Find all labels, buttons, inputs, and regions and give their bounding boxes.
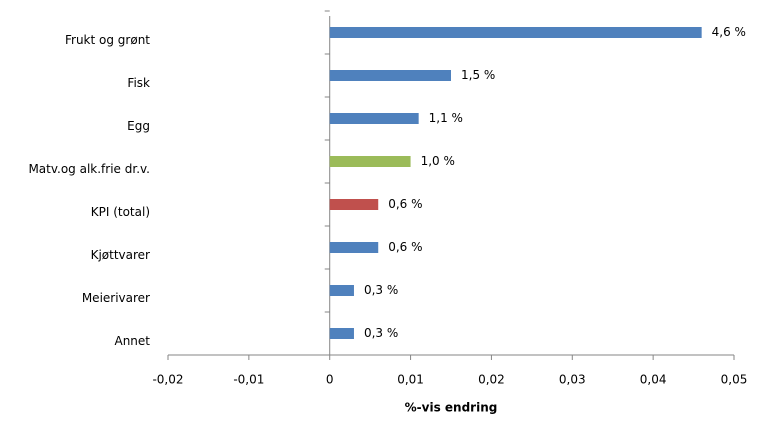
y-tick-label: Meierivarer [82,291,150,305]
bar [329,27,702,38]
value-label: 0,6 % [388,197,422,211]
y-tick-label: Matv.og alk.frie dr.v. [28,162,150,176]
value-label: 4,6 % [712,25,746,39]
value-label: 0,3 % [364,326,398,340]
y-tick-label: Kjøttvarer [91,248,150,262]
value-label: 1,0 % [421,154,455,168]
y-tick-label: Fisk [127,76,150,90]
x-tick-label: 0,01 [397,373,424,387]
value-label: 0,6 % [388,240,422,254]
bar [329,113,419,124]
value-label: 0,3 % [364,283,398,297]
y-tick-label: KPI (total) [91,205,150,219]
y-tick-label: Annet [114,334,150,348]
x-tick-label: -0,02 [152,373,183,387]
value-label: 1,5 % [461,68,495,82]
y-tick-label: Frukt og grønt [65,33,150,47]
x-tick-label: 0,05 [721,373,748,387]
x-tick-label: 0,02 [478,373,505,387]
y-tick-label: Egg [127,119,150,133]
bar [329,328,354,339]
value-label: 1,1 % [429,111,463,125]
x-tick-label: 0,03 [559,373,586,387]
x-tick-label: -0,01 [233,373,264,387]
x-axis-title: %-vis endring [405,401,498,415]
bar [329,285,354,296]
bar [329,70,451,81]
x-tick-label: 0 [326,373,334,387]
bar [329,156,411,167]
x-tick-label: 0,04 [640,373,667,387]
bar [329,242,379,253]
bar [329,199,379,210]
